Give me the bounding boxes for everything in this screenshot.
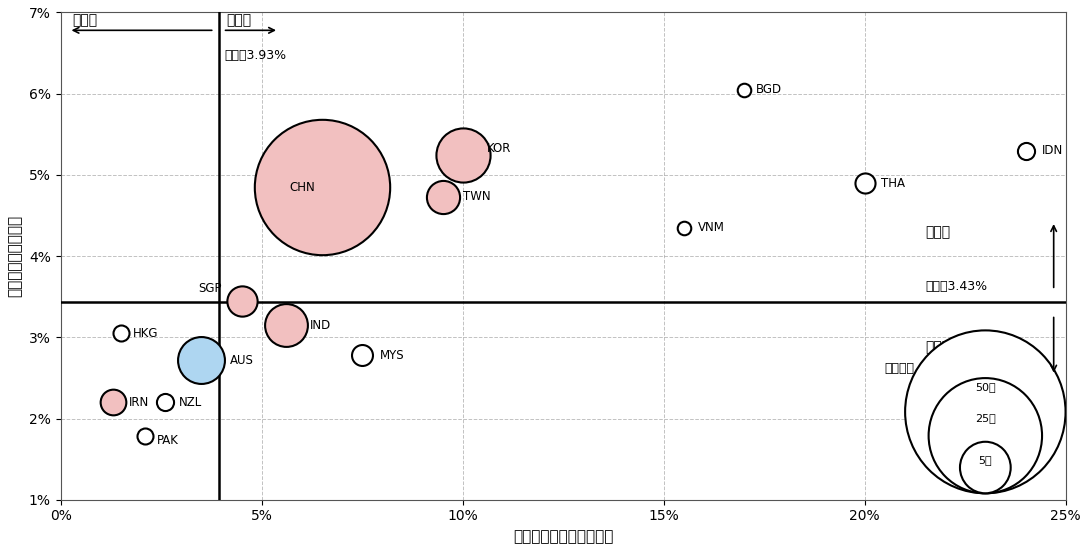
Ellipse shape [929, 378, 1042, 493]
Text: HKG: HKG [133, 327, 159, 340]
Ellipse shape [960, 442, 1011, 493]
Text: 》凡例「: 》凡例「 [885, 361, 915, 375]
X-axis label: 日本との共著論文数割合: 日本との共著論文数割合 [512, 529, 614, 544]
Point [233, 296, 250, 305]
Point [104, 398, 122, 407]
Text: TWN: TWN [462, 190, 491, 203]
Point [434, 192, 452, 201]
Text: PAK: PAK [157, 434, 180, 447]
Text: SGP: SGP [198, 282, 222, 295]
Point [675, 223, 692, 232]
Point [735, 85, 753, 94]
Point [454, 150, 471, 159]
Y-axis label: 日本論文の引用割合: 日本論文の引用割合 [7, 215, 22, 297]
Text: BGD: BGD [756, 83, 782, 96]
Text: 高共著: 高共著 [226, 13, 251, 27]
Point [157, 398, 174, 407]
Text: 5万: 5万 [978, 455, 992, 465]
Text: VNM: VNM [697, 221, 725, 234]
Point [193, 355, 210, 364]
Text: 25万: 25万 [975, 413, 996, 423]
Text: 平均：3.93%: 平均：3.93% [224, 49, 287, 62]
Text: THA: THA [881, 176, 905, 190]
Point [136, 432, 153, 441]
Text: KOR: KOR [486, 142, 511, 155]
Text: AUS: AUS [230, 354, 254, 366]
Text: NZL: NZL [180, 396, 202, 409]
Text: MYS: MYS [380, 349, 405, 361]
Ellipse shape [905, 331, 1065, 493]
Text: 低引用: 低引用 [925, 340, 950, 354]
Point [354, 351, 371, 360]
Text: CHN: CHN [289, 181, 314, 193]
Point [856, 179, 874, 187]
Text: 50万: 50万 [975, 382, 996, 392]
Point [112, 329, 129, 338]
Text: IDN: IDN [1041, 144, 1063, 157]
Point [277, 321, 295, 329]
Point [313, 183, 331, 192]
Text: IND: IND [310, 318, 331, 332]
Text: 平均：3.43%: 平均：3.43% [925, 280, 987, 293]
Text: 低共著: 低共著 [73, 13, 98, 27]
Text: IRN: IRN [129, 396, 149, 409]
Text: 高引用: 高引用 [925, 225, 950, 239]
Point [1017, 146, 1035, 155]
